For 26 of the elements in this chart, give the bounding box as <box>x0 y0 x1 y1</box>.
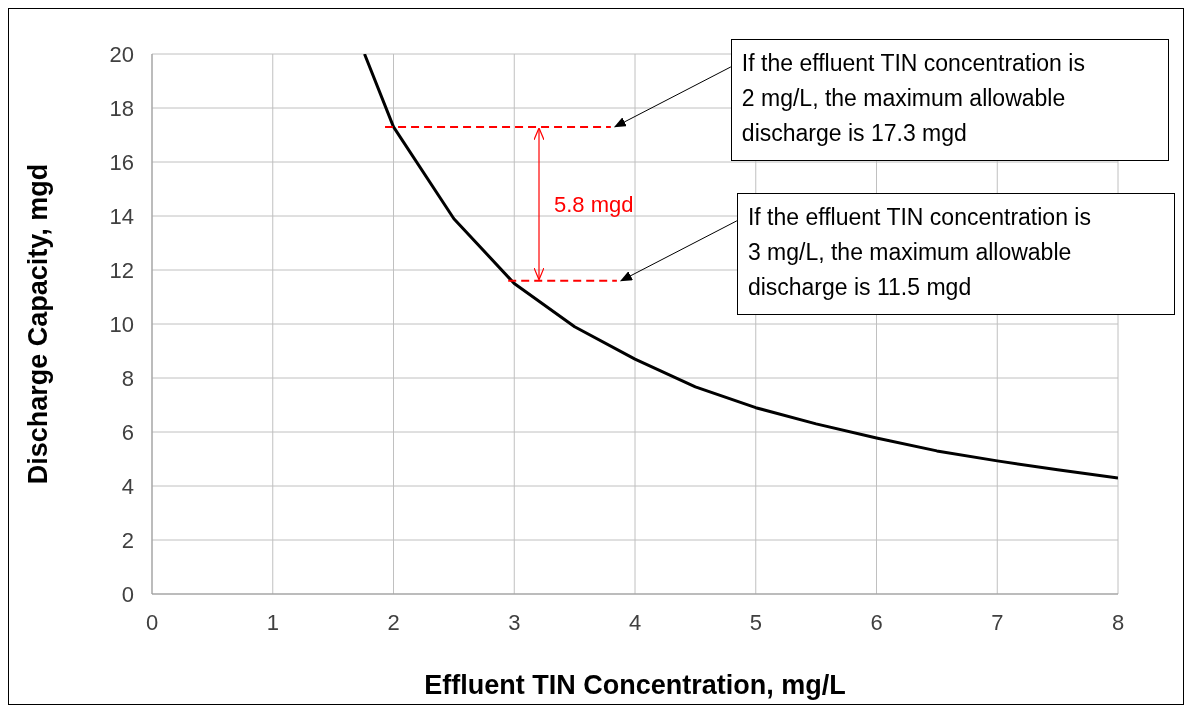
y-tick-label: 14 <box>109 203 134 229</box>
x-tick-label: 2 <box>387 609 400 635</box>
x-tick-label: 6 <box>870 609 883 635</box>
x-axis-title: Effluent TIN Concentration, mg/L <box>424 670 846 700</box>
annotation: 5.8 mgd <box>554 191 634 217</box>
y-tick-label: 16 <box>109 149 134 175</box>
x-tick-label: 8 <box>1111 609 1125 635</box>
x-tick-label: 5 <box>749 609 762 635</box>
y-tick-label: 20 <box>109 41 134 67</box>
y-tick-label: 18 <box>109 95 134 121</box>
y-tick-label: 6 <box>121 419 134 445</box>
x-tick-label: 4 <box>628 609 642 635</box>
y-axis-title: Discharge Capacity, mgd <box>22 163 53 485</box>
line-series <box>363 54 1118 480</box>
y-tick-label: 0 <box>121 581 134 607</box>
callout-box: If the effluent TIN concentration is 3 mg/L, the maximum allowable discharge is 11.5 mgd <box>736 192 1175 315</box>
x-tick-label: 3 <box>508 609 521 635</box>
x-tick-label: 1 <box>266 609 279 635</box>
y-tick-label: 10 <box>109 311 134 337</box>
x-tick-label: 0 <box>145 609 159 635</box>
y-tick-label: 8 <box>121 365 134 391</box>
y-tick-label: 4 <box>121 473 134 499</box>
y-tick-label: 2 <box>121 527 134 553</box>
callout-box: If the effluent TIN concentration is 2 mg/L, the maximum allowable discharge is 17.3 mgd <box>730 38 1169 161</box>
y-tick-label: 12 <box>109 257 134 283</box>
x-tick-label: 7 <box>991 609 1004 635</box>
